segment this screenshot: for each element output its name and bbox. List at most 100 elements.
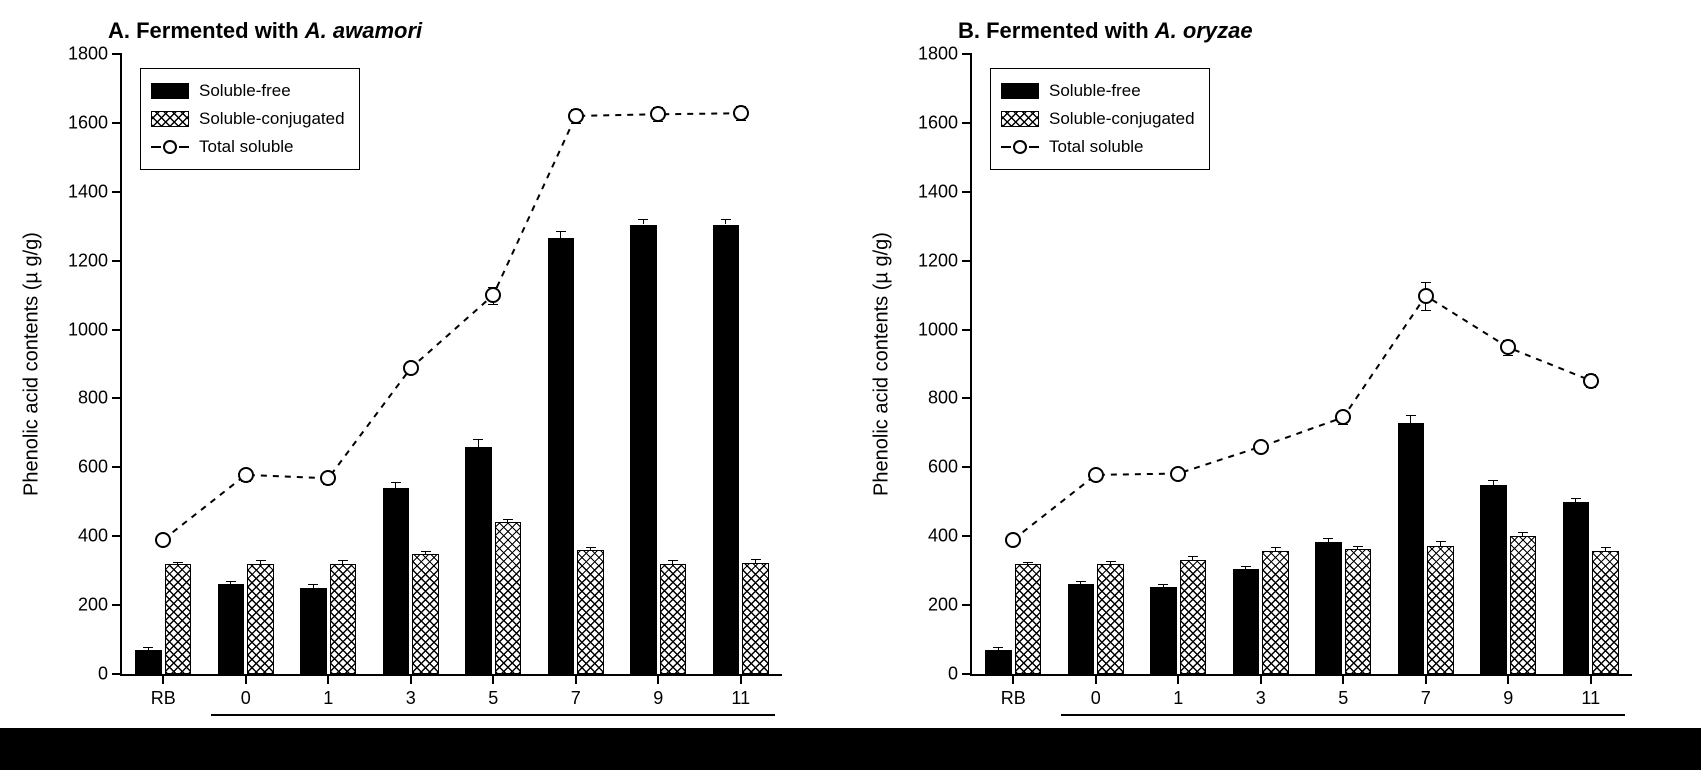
error-bar: [478, 439, 479, 447]
y-tick: [962, 329, 972, 331]
legend-item: Soluble-free: [1001, 77, 1195, 105]
error-cap: [488, 304, 498, 305]
error-cap: [1076, 581, 1086, 582]
panel-title-prefix: B. Fermented with: [958, 18, 1155, 43]
y-tick-label: 600: [928, 457, 958, 478]
legend-swatch-hatch: [1001, 111, 1039, 127]
bar-soluble-free: [300, 588, 326, 674]
error-cap: [1158, 584, 1168, 585]
x-tick-label: 11: [731, 688, 750, 709]
error-cap: [143, 647, 153, 648]
error-cap: [1241, 566, 1251, 567]
plot-area: 020040060080010001200140016001800RB01357…: [120, 54, 782, 676]
error-cap: [391, 482, 401, 483]
x-tick-label: 0: [241, 688, 251, 709]
bottom-black-bar: [0, 728, 1701, 770]
error-cap: [1518, 532, 1528, 533]
y-tick-label: 1000: [918, 319, 958, 340]
legend-swatch-solid: [1001, 83, 1039, 99]
y-tick-label: 1200: [918, 250, 958, 271]
x-category-underline: [211, 714, 775, 716]
y-tick: [112, 122, 122, 124]
bar-soluble-conjugated: [1097, 564, 1123, 674]
y-tick: [112, 191, 122, 193]
y-axis-title: Phenolic acid contents (µ g/g): [21, 232, 44, 496]
y-tick: [962, 260, 972, 262]
panel-a: A. Fermented with A. awamori 020040060080…: [0, 0, 850, 770]
x-tick: [1342, 674, 1344, 684]
x-tick-label: 7: [1421, 688, 1431, 709]
y-tick: [112, 397, 122, 399]
y-tick: [112, 535, 122, 537]
y-tick-label: 1800: [68, 44, 108, 65]
x-tick: [492, 674, 494, 684]
y-tick-label: 400: [78, 526, 108, 547]
error-cap: [338, 560, 348, 561]
bar-soluble-conjugated: [165, 564, 191, 674]
y-tick: [962, 535, 972, 537]
legend-marker-icon: [1013, 140, 1027, 154]
error-bar: [1410, 415, 1411, 423]
x-tick: [1177, 674, 1179, 684]
bar-soluble-conjugated: [495, 522, 521, 674]
panel-title: A. Fermented with A. awamori: [108, 18, 422, 44]
bar-soluble-free: [218, 584, 244, 674]
legend-label: Total soluble: [199, 137, 294, 157]
y-tick: [962, 466, 972, 468]
error-cap: [173, 562, 183, 563]
x-tick: [1260, 674, 1262, 684]
total-soluble-marker: [485, 287, 501, 303]
total-soluble-marker: [320, 470, 336, 486]
error-cap: [1421, 282, 1431, 283]
y-tick: [112, 53, 122, 55]
y-tick-label: 600: [78, 457, 108, 478]
x-tick-label: 9: [1503, 688, 1513, 709]
y-tick: [112, 604, 122, 606]
panel-title-species: A. oryzae: [1155, 18, 1253, 43]
legend-item: Total soluble: [151, 133, 345, 161]
x-tick: [1507, 674, 1509, 684]
x-tick: [327, 674, 329, 684]
error-cap: [1601, 547, 1611, 548]
panel-title-species: A. awamori: [305, 18, 422, 43]
y-tick-label: 200: [928, 595, 958, 616]
x-tick-label: 11: [1581, 688, 1600, 709]
y-tick: [112, 673, 122, 675]
x-tick-label: 5: [1338, 688, 1348, 709]
legend-label: Soluble-free: [1049, 81, 1141, 101]
bar-soluble-free: [465, 447, 491, 674]
x-tick: [410, 674, 412, 684]
error-cap: [1571, 498, 1581, 499]
error-cap: [226, 581, 236, 582]
error-cap: [1353, 546, 1363, 547]
bar-soluble-conjugated: [247, 564, 273, 674]
bar-soluble-conjugated: [330, 564, 356, 674]
y-tick: [962, 53, 972, 55]
error-cap: [1436, 541, 1446, 542]
bar-soluble-conjugated: [1592, 551, 1618, 674]
legend-swatch-line: [1001, 139, 1039, 155]
x-tick-label: RB: [1001, 688, 1026, 709]
bar-soluble-free: [383, 488, 409, 674]
x-tick: [1095, 674, 1097, 684]
y-tick: [962, 191, 972, 193]
legend-swatch-solid: [151, 83, 189, 99]
total-soluble-marker: [155, 532, 171, 548]
y-tick-label: 1200: [68, 250, 108, 271]
y-tick-label: 0: [948, 664, 958, 685]
bar-soluble-conjugated: [1427, 546, 1453, 674]
error-cap: [556, 231, 566, 232]
legend-item: Soluble-conjugated: [1001, 105, 1195, 133]
bar-soluble-conjugated: [412, 554, 438, 674]
error-bar: [560, 231, 561, 238]
error-cap: [1023, 562, 1033, 563]
error-cap: [1488, 480, 1498, 481]
bar-soluble-free: [1563, 502, 1589, 674]
panel-title: B. Fermented with A. oryzae: [958, 18, 1253, 44]
panel-title-prefix: A. Fermented with: [108, 18, 305, 43]
y-tick-label: 800: [78, 388, 108, 409]
x-tick: [1425, 674, 1427, 684]
y-tick-label: 1400: [918, 181, 958, 202]
legend-item: Total soluble: [1001, 133, 1195, 161]
x-tick: [575, 674, 577, 684]
